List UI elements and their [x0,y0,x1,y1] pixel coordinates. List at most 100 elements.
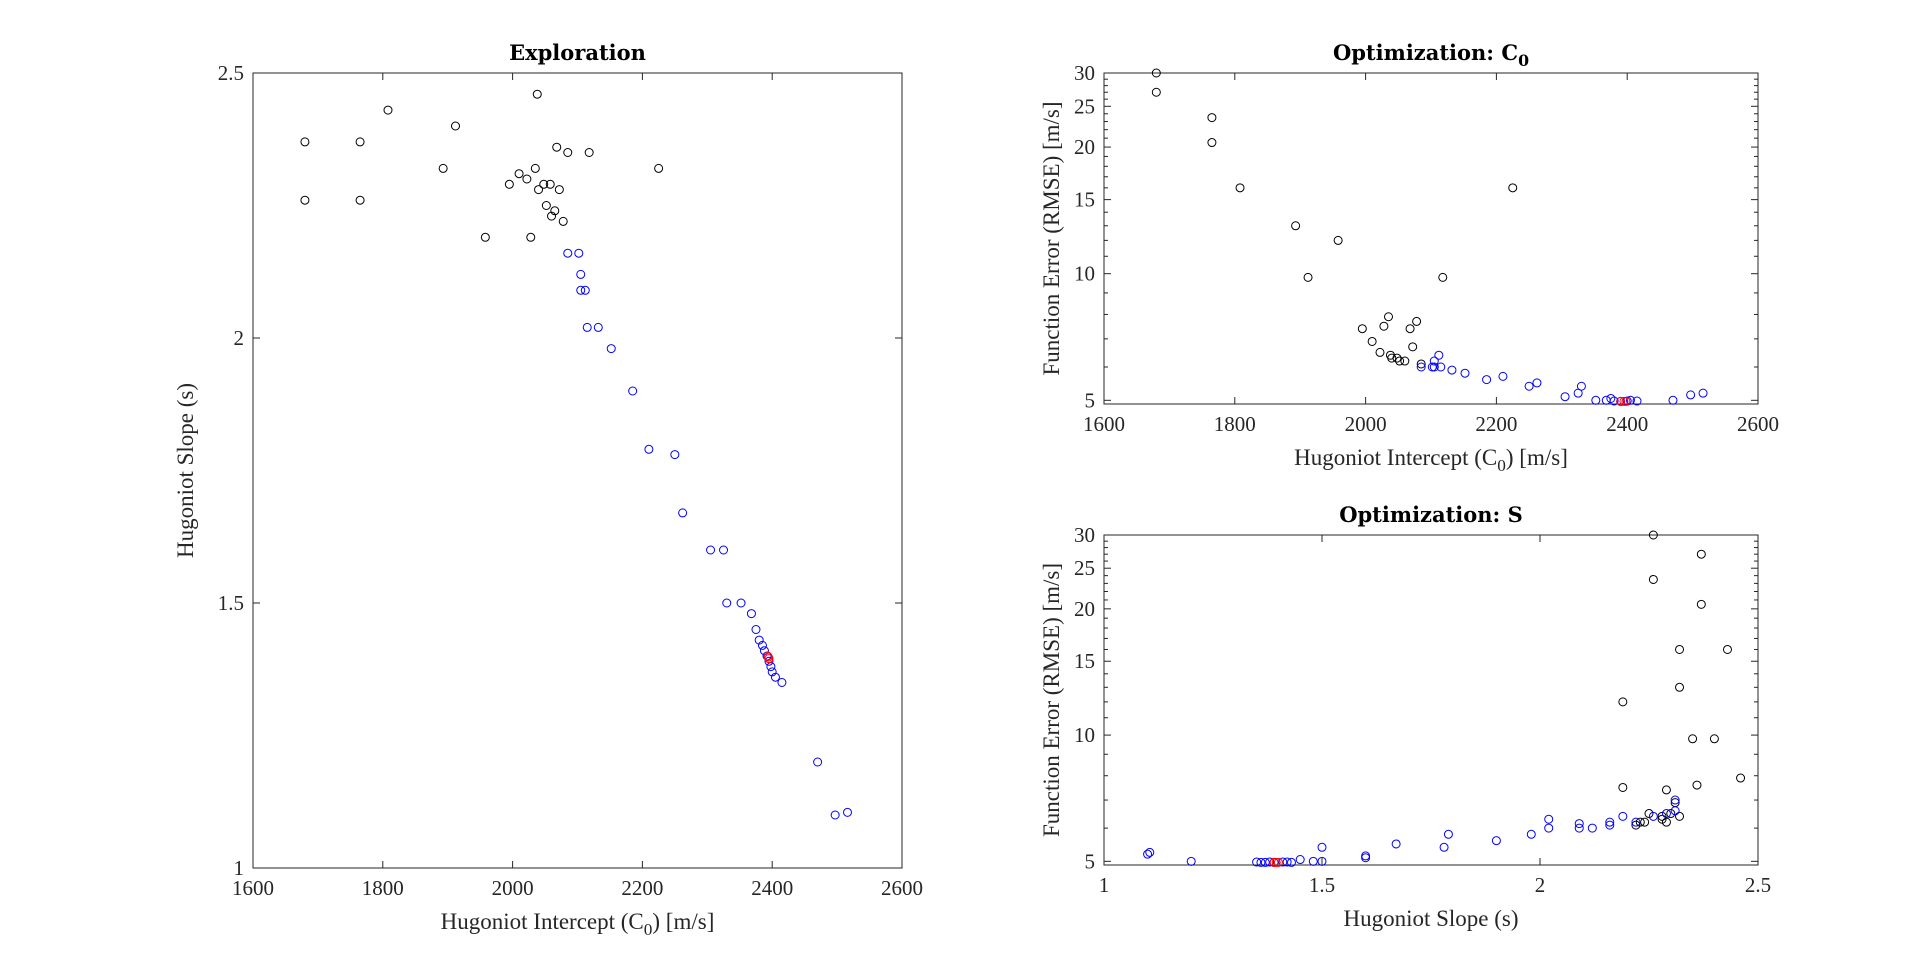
data-point [1544,814,1554,824]
data-point [300,137,310,147]
x-axis-label: Hugoniot Intercept (C0) [m/s] [1294,445,1568,475]
y-tick-label: 2 [234,326,245,350]
data-point [1291,221,1301,231]
data-point [1661,785,1671,795]
x-axis-label: Hugoniot Slope (s) [1343,906,1518,931]
data-point [1151,68,1161,78]
data-point [1391,839,1401,849]
y-tick-label: 15 [1074,649,1095,673]
series [1151,68,1518,369]
x-tick-label: 2400 [751,876,793,900]
series [1618,530,1746,830]
data-point [706,545,716,555]
data-point [563,248,573,258]
data-point [1207,113,1217,123]
data-point [550,206,560,216]
data-point [1601,395,1611,405]
y-tick-label: 10 [1074,723,1095,747]
data-point [1400,356,1410,366]
data-point [1544,823,1554,833]
x-tick-label: 2400 [1606,412,1648,436]
series [1269,857,1283,867]
data-point [1482,375,1492,385]
data-point [1696,549,1706,559]
data-point [1491,836,1501,846]
y-axis-label: Hugoniot Slope (s) [173,383,198,558]
data-point [1498,371,1508,381]
data-point [1532,378,1542,388]
data-point [1526,829,1536,839]
data-point [754,635,764,645]
series [1416,350,1708,406]
data-point [547,211,557,221]
data-point [1429,362,1439,372]
data-point [1357,324,1367,334]
data-point [584,148,594,157]
series [763,651,774,664]
data-point [1278,857,1288,867]
data-point [1640,817,1650,827]
x-tick-label: 2 [1535,873,1546,897]
data-point [842,807,852,817]
data-point [522,174,532,184]
data-point [719,545,729,555]
data-point [1661,817,1671,827]
data-point [1670,806,1680,816]
data-point [1361,853,1371,863]
x-tick-label: 2600 [1737,412,1779,436]
data-point [678,508,688,518]
data-point [574,248,584,258]
data-point [438,163,448,173]
y-tick-label: 10 [1074,262,1095,286]
data-point [1609,396,1619,406]
x-tick-label: 1 [1099,873,1110,897]
data-point [1576,381,1586,391]
data-point [1722,644,1732,654]
chart-3: 1 1.5 2 2.5 5 10 15 20 25 30 Optimization: S Hugoni… [1039,502,1771,931]
data-point [1256,857,1266,867]
data-point [355,195,365,205]
y-tick-label: 5 [1085,849,1096,873]
data-point [1661,809,1671,819]
data-point [1605,817,1615,827]
data-point [534,185,544,195]
x-tick-label: 1.5 [1309,873,1335,897]
data-point [764,656,774,666]
data-point [576,269,586,279]
data-point [1618,811,1628,821]
x-tick-label: 2200 [1475,412,1517,436]
data-point [1631,817,1641,827]
chart-title: Exploration [509,40,646,65]
data-point [1508,183,1518,193]
series [300,89,664,242]
data-point [530,163,540,173]
x-tick-label: 1600 [1083,412,1125,436]
data-point [757,640,767,650]
data-point [563,148,573,157]
data-point [539,179,549,189]
data-point [1574,823,1584,833]
data-point [1408,342,1418,352]
y-tick-label: 20 [1074,597,1095,621]
data-point [1412,316,1422,326]
data-point [1303,272,1313,282]
y-tick-label: 15 [1074,188,1095,212]
data-point [1644,809,1654,819]
data-point [1698,388,1708,398]
x-tick-label: 1600 [232,876,274,900]
data-point [1686,390,1696,400]
data-point [1438,272,1448,282]
data-point [670,450,680,460]
data-point [1145,847,1155,857]
data-point [1429,356,1439,366]
data-point [1387,353,1397,363]
y-tick-label: 30 [1074,61,1095,85]
data-point [1436,362,1446,372]
data-point [1668,395,1678,405]
data-point [1591,395,1601,405]
data-point [1235,183,1245,193]
data-point [1282,857,1292,867]
data-point [558,216,568,226]
data-point [1405,324,1415,334]
x-tick-label: 1800 [362,876,404,900]
